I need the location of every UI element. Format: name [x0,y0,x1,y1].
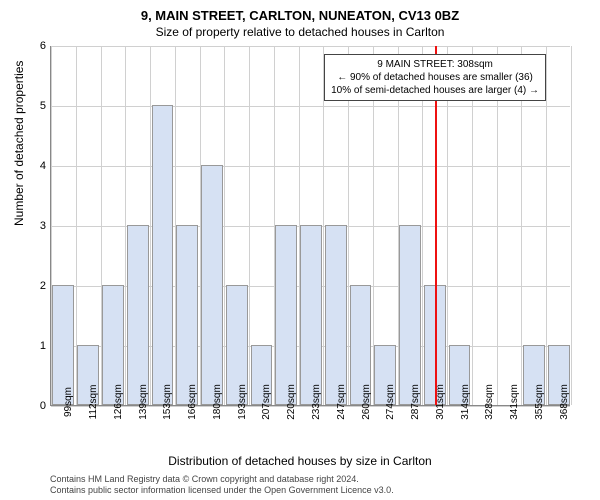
gridline-v [571,46,572,405]
chart-title: 9, MAIN STREET, CARLTON, NUNEATON, CV13 … [0,0,600,23]
chart-subtitle: Size of property relative to detached ho… [0,23,600,39]
ytick-label: 3 [31,220,46,232]
ytick-label: 5 [31,100,46,112]
chart-container: 9, MAIN STREET, CARLTON, NUNEATON, CV13 … [0,0,600,500]
ytick-label: 6 [31,40,46,52]
xtick-label: 220sqm [286,384,297,420]
annotation-line: ← 90% of detached houses are smaller (36… [331,71,539,84]
xtick-label: 287sqm [410,384,421,420]
gridline-h [51,166,570,167]
xtick-label: 180sqm [212,384,223,420]
xtick-label: 260sqm [361,384,372,420]
annotation-box: 9 MAIN STREET: 308sqm← 90% of detached h… [324,54,546,101]
gridline-h [51,106,570,107]
xtick-label: 193sqm [237,384,248,420]
xtick-label: 139sqm [138,384,149,420]
xtick-label: 328sqm [484,384,495,420]
xtick-label: 126sqm [113,384,124,420]
histogram-bar [152,105,174,405]
histogram-bar [176,225,198,405]
xtick-label: 99sqm [63,387,74,417]
ytick-label: 4 [31,160,46,172]
histogram-bar [127,225,149,405]
y-axis-label: Number of detached properties [12,61,26,226]
xtick-label: 153sqm [162,384,173,420]
histogram-bar [325,225,347,405]
xtick-label: 207sqm [261,384,272,420]
xtick-label: 274sqm [385,384,396,420]
xtick-label: 247sqm [336,384,347,420]
annotation-line: 10% of semi-detached houses are larger (… [331,84,539,97]
xtick-label: 112sqm [88,385,99,420]
plot-area: 012345699sqm112sqm126sqm139sqm153sqm166s… [50,46,570,406]
xtick-label: 355sqm [534,384,545,420]
xtick-label: 233sqm [311,384,322,420]
xtick-label: 341sqm [509,384,520,420]
histogram-bar [399,225,421,405]
annotation-line: 9 MAIN STREET: 308sqm [331,58,539,71]
footer-line2: Contains public sector information licen… [50,485,394,496]
ytick-label: 1 [31,340,46,352]
histogram-bar [201,165,223,405]
x-axis-label: Distribution of detached houses by size … [0,454,600,468]
gridline-h [51,46,570,47]
xtick-label: 314sqm [460,384,471,420]
histogram-bar [275,225,297,405]
ytick-label: 2 [31,280,46,292]
xtick-label: 166sqm [187,384,198,420]
footer-line1: Contains HM Land Registry data © Crown c… [50,474,394,485]
xtick-label: 368sqm [559,384,570,420]
footer-attribution: Contains HM Land Registry data © Crown c… [50,474,394,496]
histogram-bar [300,225,322,405]
ytick-label: 0 [31,400,46,412]
